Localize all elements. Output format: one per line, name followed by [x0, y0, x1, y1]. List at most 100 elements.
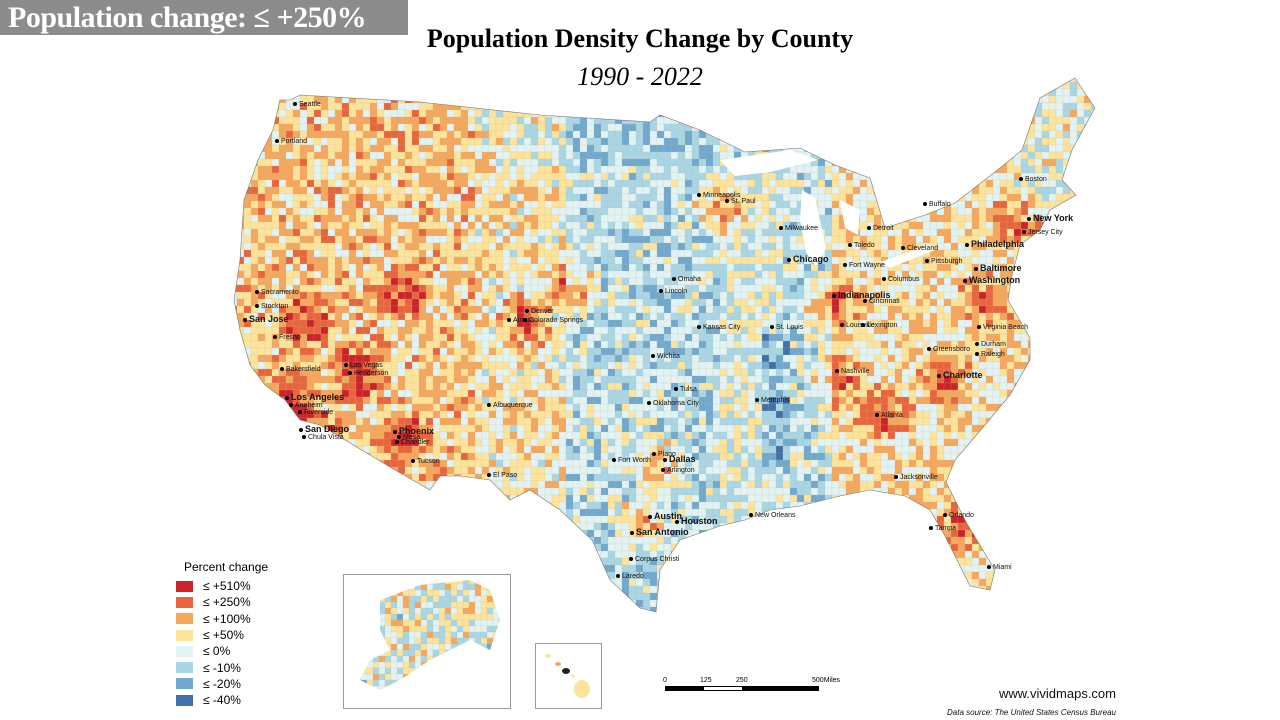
- county-cell: [537, 228, 546, 237]
- county-cell: [439, 165, 448, 174]
- county-cell: [432, 291, 441, 300]
- county-cell: [908, 116, 917, 125]
- county-cell: [614, 214, 623, 223]
- county-cell: [320, 235, 329, 244]
- county-cell: [915, 284, 924, 293]
- county-cell: [915, 137, 924, 146]
- county-cell: [544, 340, 553, 349]
- county-cell: [481, 151, 490, 160]
- county-cell: [439, 277, 448, 286]
- county-cell: [453, 340, 462, 349]
- county-cell: [313, 340, 322, 349]
- county-cell: [1013, 228, 1022, 237]
- county-cell: [1041, 277, 1050, 286]
- county-cell: [915, 144, 924, 153]
- county-cell: [495, 179, 504, 188]
- county-cell: [726, 284, 735, 293]
- county-cell: [439, 179, 448, 188]
- county-cell: [957, 179, 966, 188]
- county-cell: [418, 249, 427, 258]
- county-cell: [726, 179, 735, 188]
- county-cell: [698, 256, 707, 265]
- county-cell: [621, 312, 630, 321]
- county-cell: [838, 228, 847, 237]
- county-cell: [1006, 249, 1015, 258]
- county-cell: [411, 130, 420, 139]
- county-cell: [446, 200, 455, 209]
- county-cell: [1048, 221, 1057, 230]
- county-cell: [593, 123, 602, 132]
- county-cell: [754, 102, 763, 111]
- county-cell: [1041, 151, 1050, 160]
- county-cell: [516, 228, 525, 237]
- county-cell: [1041, 123, 1050, 132]
- county-cell: [929, 130, 938, 139]
- county-cell: [747, 270, 756, 279]
- county-cell: [880, 193, 889, 202]
- county-cell: [411, 214, 420, 223]
- county-cell: [1055, 326, 1064, 335]
- county-cell: [285, 144, 294, 153]
- county-cell: [943, 291, 952, 300]
- county-cell: [1069, 326, 1078, 335]
- county-cell: [1062, 235, 1071, 244]
- county-cell: [348, 116, 357, 125]
- county-cell: [1048, 235, 1057, 244]
- county-cell: [824, 200, 833, 209]
- county-cell: [334, 109, 343, 118]
- county-cell: [327, 165, 336, 174]
- county-cell: [999, 109, 1008, 118]
- county-cell: [572, 256, 581, 265]
- county-cell: [810, 340, 819, 349]
- county-cell: [929, 319, 938, 328]
- county-cell: [376, 319, 385, 328]
- county-cell: [1069, 284, 1078, 293]
- county-cell: [460, 165, 469, 174]
- county-cell: [663, 207, 672, 216]
- county-cell: [271, 165, 280, 174]
- county-cell: [628, 305, 637, 314]
- county-cell: [250, 221, 259, 230]
- county-cell: [362, 326, 371, 335]
- county-cell: [1083, 284, 1092, 293]
- county-cell: [691, 102, 700, 111]
- county-cell: [768, 249, 777, 258]
- county-cell: [516, 172, 525, 181]
- county-cell: [278, 158, 287, 167]
- county-cell: [1062, 242, 1071, 251]
- county-cell: [1027, 291, 1036, 300]
- county-cell: [873, 242, 882, 251]
- county-cell: [234, 123, 238, 132]
- county-cell: [656, 116, 665, 125]
- county-cell: [320, 256, 329, 265]
- county-cell: [250, 228, 259, 237]
- county-cell: [964, 312, 973, 321]
- county-cell: [467, 200, 476, 209]
- county-cell: [691, 95, 700, 104]
- county-cell: [341, 270, 350, 279]
- county-cell: [852, 298, 861, 307]
- county-cell: [495, 340, 504, 349]
- county-cell: [306, 263, 315, 272]
- county-cell: [677, 340, 686, 349]
- county-cell: [481, 305, 490, 314]
- county-cell: [565, 298, 574, 307]
- county-cell: [348, 298, 357, 307]
- county-cell: [1020, 137, 1029, 146]
- county-cell: [481, 116, 490, 125]
- county-cell: [859, 179, 868, 188]
- county-cell: [243, 158, 252, 167]
- county-cell: [425, 144, 434, 153]
- county-cell: [978, 291, 987, 300]
- county-cell: [740, 312, 749, 321]
- county-cell: [621, 249, 630, 258]
- county-cell: [1055, 263, 1064, 272]
- county-cell: [894, 116, 903, 125]
- county-cell: [411, 144, 420, 153]
- county-cell: [264, 249, 273, 258]
- county-cell: [754, 277, 763, 286]
- county-cell: [320, 312, 329, 321]
- county-cell: [334, 200, 343, 209]
- county-cell: [285, 158, 294, 167]
- county-cell: [880, 130, 889, 139]
